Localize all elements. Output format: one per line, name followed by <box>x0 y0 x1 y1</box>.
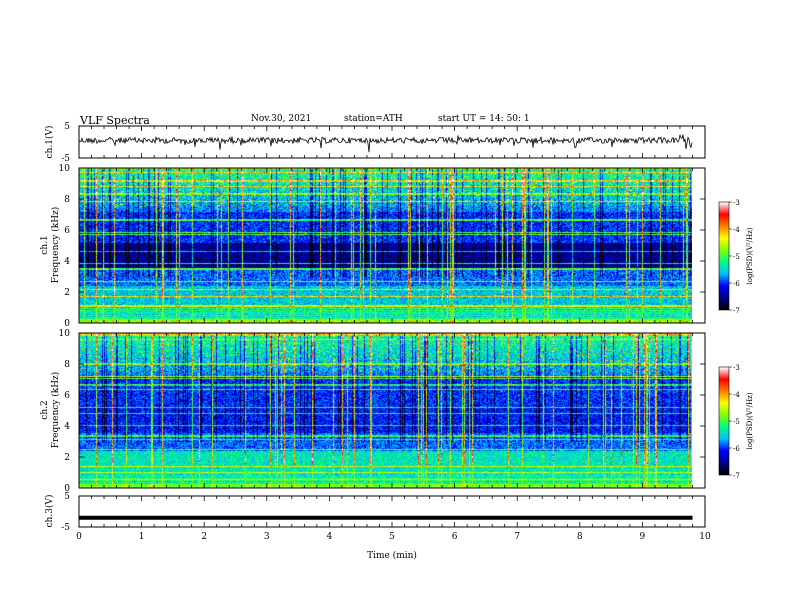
x-tick-label: 0 <box>76 532 82 542</box>
ch3-wave-y-tick-label: -5 <box>61 523 70 533</box>
ch3-wave-ylabel: ch.3(V) <box>44 495 55 528</box>
ch2-spectrogram-image <box>79 333 692 488</box>
ch2-colorbar-tick-label: -3 <box>733 364 740 372</box>
ch1-colorbar-gradient <box>719 202 729 310</box>
x-tick-label: 10 <box>699 532 711 542</box>
ch2-colorbar-tick-label: -6 <box>733 445 740 453</box>
ch2-spec-y-tick-label: 0 <box>64 484 70 494</box>
ch1-spec-y-tick-label: 10 <box>59 164 71 174</box>
x-tick-label: 1 <box>139 532 145 542</box>
ch1-colorbar-tick-label: -6 <box>733 280 740 288</box>
x-tick-label: 5 <box>389 532 395 542</box>
ch2-spec-y-tick-label: 10 <box>59 329 71 339</box>
ch1-colorbar-tick-label: -3 <box>733 199 740 207</box>
x-tick-label: 3 <box>264 532 270 542</box>
x-tick-label: 4 <box>327 532 333 542</box>
chart-title: VLF Spectra <box>80 114 150 127</box>
ch3-wave-y-tick-label: 5 <box>64 492 70 502</box>
date-label: Nov.30, 2021 <box>251 114 312 124</box>
ch1-spec-y-tick-label: 4 <box>64 257 70 267</box>
ch1-waveform-trace <box>78 133 693 153</box>
x-tick-label: 2 <box>201 532 207 542</box>
ch2-spec-y-tick-label: 2 <box>64 453 70 463</box>
station-label: station=ATH <box>344 114 403 124</box>
ch2-spec-y-tick-label: 8 <box>64 360 70 370</box>
ch2-colorbar-tick-label: -7 <box>733 472 740 480</box>
ch1-colorbar-tick-label: -7 <box>733 307 740 315</box>
x-tick-label: 6 <box>452 532 458 542</box>
start-time-label: start UT = 14: 50: 1 <box>438 114 530 124</box>
ch2-colorbar-gradient <box>719 367 729 475</box>
ch2-colorbar-label: log(PSD)(V²/Hz) <box>746 392 754 449</box>
x-tick-label: 8 <box>577 532 583 542</box>
ch1-spec-ylabel: ch.1 <box>40 235 50 254</box>
ch2-colorbar-tick-label: -5 <box>733 418 740 426</box>
ch1-spectrogram-image <box>79 168 692 323</box>
x-axis-label: Time (min) <box>367 550 417 561</box>
ch2-spec-y-tick-label: 6 <box>64 391 70 401</box>
x-tick-label: 9 <box>640 532 646 542</box>
x-tick-label: 7 <box>514 532 520 542</box>
ch2-spec-y-tick-label: 4 <box>64 422 70 432</box>
ch1-spec-y-tick-label: 2 <box>64 288 70 298</box>
ch1-wave-ylabel: ch.1(V) <box>44 126 55 159</box>
ch1-spec-y-tick-label: 0 <box>64 319 70 329</box>
ch2-spec-ylabel-unit: Frequency (kHz) <box>50 372 61 449</box>
ch1-spec-y-tick-label: 8 <box>64 195 70 205</box>
ch1-colorbar-tick-label: -5 <box>733 253 740 261</box>
ch1-spec-ylabel-unit: Frequency (kHz) <box>50 207 61 284</box>
ch1-colorbar-tick-label: -4 <box>733 226 740 234</box>
ch1-spec-y-tick-label: 6 <box>64 226 70 236</box>
ch1-wave-y-tick-label: -5 <box>61 154 70 164</box>
ch2-colorbar-tick-label: -4 <box>733 391 740 399</box>
ch1-wave-y-tick-label: 5 <box>64 122 70 132</box>
ch2-spec-ylabel: ch.2 <box>40 400 50 419</box>
ch1-colorbar-label: log(PSD)(V²/Hz) <box>746 227 754 284</box>
